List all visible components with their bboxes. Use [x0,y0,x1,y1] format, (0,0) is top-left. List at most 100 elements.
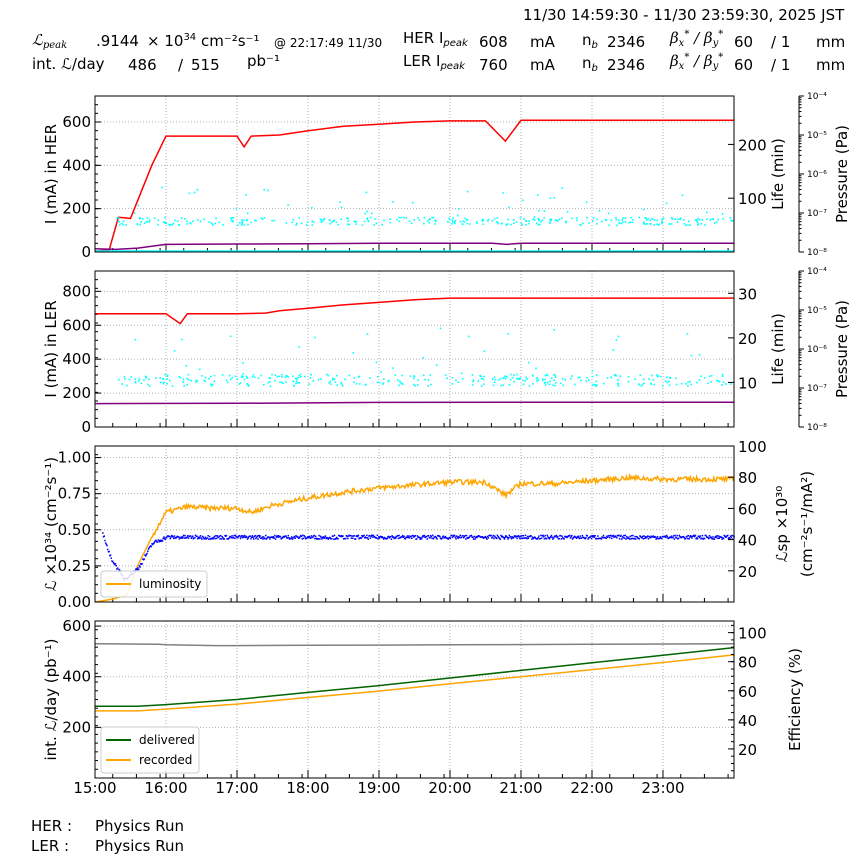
svg-text:10⁻⁸: 10⁻⁸ [807,423,827,433]
svg-text:400: 400 [62,350,91,368]
ler-status: Physics Run [95,837,185,855]
svg-text:Life (min): Life (min) [769,138,787,210]
svg-text:10⁻⁵: 10⁻⁵ [807,306,827,316]
her-beta-y: / 1 [771,33,791,51]
ler-beta-y: / 1 [771,56,791,74]
svg-text:40: 40 [738,712,757,730]
svg-text:30: 30 [738,285,757,303]
svg-text:1.00: 1.00 [58,449,91,467]
series-delivered [95,646,735,708]
svg-text:80: 80 [738,654,757,672]
svg-text:10⁻⁷: 10⁻⁷ [807,209,827,219]
svg-text:400: 400 [62,156,91,174]
svg-text:ℒ ×10³⁴ (cm⁻²s⁻¹): ℒ ×10³⁴ (cm⁻²s⁻¹) [42,457,60,591]
series-her-current [94,119,734,253]
svg-text:600: 600 [62,113,91,131]
svg-text:10⁻⁴: 10⁻⁴ [807,267,827,277]
svg-text:60: 60 [738,500,757,518]
svg-text:Life (min): Life (min) [769,313,787,385]
x-tick-label: 21:00 [499,779,542,797]
svg-text:60: 60 [738,683,757,701]
svg-text:200: 200 [62,384,91,402]
svg-text:100: 100 [738,190,767,208]
svg-text:Pressure (Pa): Pressure (Pa) [833,125,851,223]
svg-text:20: 20 [738,741,757,759]
svg-text:600: 600 [62,617,91,635]
lpeak-value: .9144 [96,32,139,50]
her-nb: 2346 [607,33,646,51]
intl-unit: pb⁻¹ [247,52,280,70]
svg-text:0.75: 0.75 [58,485,91,503]
legend: delivered recorded [100,726,200,774]
intl-label: int. ℒ/day [32,55,105,73]
svg-text:0.00: 0.00 [58,593,91,611]
her-nb-label: nb [582,31,598,51]
x-tick-label: 23:00 [641,779,684,797]
time-range: 11/30 14:59:30 - 11/30 23:59:30, 2025 JS… [523,6,845,24]
intl-delivered: 515 [191,56,220,74]
ler-beta-label: βx* / βy* [670,52,724,72]
x-tick-label: 20:00 [428,779,471,797]
ler-peak-label: LER Ipeak [403,52,465,72]
svg-text:Efficiency (%): Efficiency (%) [786,648,804,751]
ler-current-unit: mA [530,56,555,74]
svg-text:0: 0 [81,243,91,261]
legend: luminosity [100,570,208,598]
svg-text:delivered: delivered [139,733,195,747]
svg-text:800: 800 [62,282,91,300]
ler-nb-label: nb [582,54,598,74]
series-recorded [95,654,735,712]
ler-peak-current: 760 [479,56,508,74]
svg-text:recorded: recorded [139,753,192,767]
x-tick-label: 15:00 [73,779,116,797]
svg-text:200: 200 [62,200,91,218]
her-status-label: HER : [31,817,73,835]
her-current-unit: mA [530,33,555,51]
svg-text:10⁻⁴: 10⁻⁴ [807,92,827,102]
chart-panel-2: 0.00 0.25 0.50 0.75 1.00ℒ ×10³⁴ (cm⁻²s⁻¹) 20 4… [42,438,816,611]
x-tick-label: 17:00 [215,779,258,797]
svg-text:400: 400 [62,668,91,686]
svg-text:I (mA) in LER: I (mA) in LER [42,300,60,397]
ler-beta-x: 60 [734,56,754,74]
intl-recorded: 486 [128,56,157,74]
her-peak-label: HER Ipeak [403,29,468,49]
svg-text:20: 20 [738,563,757,581]
svg-text:luminosity: luminosity [139,577,201,591]
svg-text:I (mA) in HER: I (mA) in HER [42,124,60,224]
x-tick-label: 18:00 [286,779,329,797]
lpeak-time: @ 22:17:49 11/30 [274,36,383,50]
svg-text:10⁻⁶: 10⁻⁶ [807,345,827,355]
her-status: Physics Run [95,817,185,835]
svg-text:int. ℒ/day (pb⁻¹): int. ℒ/day (pb⁻¹) [42,639,60,761]
series-her-life [94,242,734,251]
ler-status-label: LER : [31,837,70,855]
series-ler-current [95,297,734,325]
svg-text:20: 20 [738,330,757,348]
svg-text:10⁻⁷: 10⁻⁷ [807,384,827,394]
her-beta-x: 60 [734,33,754,51]
x-tick-label: 22:00 [570,779,613,797]
svg-text:10⁻⁵: 10⁻⁵ [807,131,827,141]
svg-text:Pressure (Pa): Pressure (Pa) [833,300,851,398]
series-efficiency [94,643,735,647]
intl-sep: / [178,56,184,74]
ler-beta-unit: mm [816,56,846,74]
her-beta-unit: mm [816,33,846,51]
her-beta-label: βx* / βy* [670,29,724,49]
svg-text:200: 200 [62,718,91,736]
x-tick-label: 19:00 [357,779,400,797]
ler-nb: 2346 [607,56,646,74]
svg-text:ℒsp ×10³⁰: ℒsp ×10³⁰ [773,486,791,563]
her-peak-current: 608 [479,33,508,51]
svg-text:100: 100 [738,438,767,456]
svg-text:40: 40 [738,532,757,550]
svg-text:0.25: 0.25 [58,557,91,575]
svg-text:0.50: 0.50 [58,521,91,539]
svg-text:200: 200 [738,136,767,154]
lpeak-unit: × 1034 cm⁻²s⁻¹ [147,32,260,50]
svg-text:100: 100 [738,625,767,643]
